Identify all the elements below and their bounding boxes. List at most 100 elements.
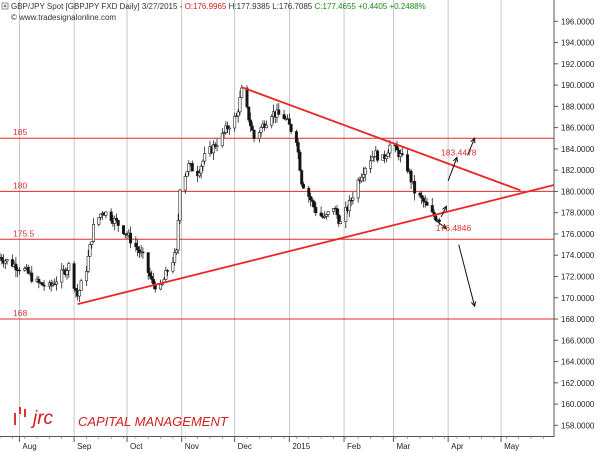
candle-body (65, 270, 69, 275)
candle-body (388, 144, 392, 154)
candle-body (137, 249, 141, 254)
candle-body (314, 206, 318, 214)
y-tick-label: 182.0000 (561, 166, 595, 175)
x-tick-label: Sep (77, 442, 92, 451)
candle-body (134, 242, 138, 248)
chart-header: GBP/JPY Spot [GBPJPY FXD Daily] 3/27/201… (1, 2, 426, 22)
x-tick-label: Mar (396, 442, 410, 451)
candle-body (294, 131, 298, 143)
y-tick-label: 172.0000 (561, 272, 595, 281)
x-tick-label: Nov (185, 442, 199, 451)
price-annotations: 183.4478 176.4846 (436, 147, 477, 233)
header-low: L:176.7085 (272, 2, 313, 11)
candle-body (425, 201, 429, 206)
candle-body (344, 207, 348, 222)
arrow-head (470, 301, 477, 308)
x-tick-label: 2015 (292, 442, 310, 451)
candle-body (227, 127, 231, 130)
candle-body (287, 118, 291, 125)
candle-body (84, 270, 88, 282)
candle-body (324, 214, 328, 217)
candle-body (240, 87, 244, 98)
candle-body (79, 280, 83, 291)
brand-mark: jrc (30, 408, 54, 429)
candle-body (116, 220, 120, 226)
candle-body (351, 197, 355, 201)
candle-body (30, 272, 34, 282)
candle-body (386, 152, 390, 157)
candle-body (176, 220, 180, 251)
candle-body (310, 199, 314, 202)
y-tick-label: 170.0000 (561, 294, 595, 303)
candle-body (250, 125, 254, 131)
candle-body (90, 241, 94, 245)
candle-body (349, 199, 353, 202)
candle-body (347, 199, 351, 211)
chart-plus-icon[interactable] (1, 2, 9, 10)
watermark-text: © www.tradesignalonline.com (11, 13, 116, 22)
candle-body (190, 163, 194, 172)
candle-body (42, 284, 46, 287)
y-tick-label: 190.0000 (561, 81, 595, 90)
x-tick-label: May (504, 442, 519, 451)
candle-body (296, 142, 300, 153)
candle-body (77, 290, 81, 297)
candle-body (136, 246, 140, 251)
candle-body (369, 160, 373, 169)
arrow-shaft (440, 206, 447, 218)
price-annotation: 183.4478 (441, 147, 477, 157)
candle-body (37, 278, 41, 283)
candle-body (423, 201, 427, 203)
candle-body (26, 266, 30, 274)
candle-body (173, 252, 177, 263)
arrow-head (470, 137, 476, 144)
arrow-shaft (458, 244, 476, 307)
candle-body (166, 270, 170, 272)
arrow-head (441, 223, 448, 230)
y-tick-label: 168.0000 (561, 315, 595, 324)
candle-body (17, 269, 21, 272)
candle-body (301, 183, 305, 189)
candle-body (236, 111, 240, 117)
x-tick-label: Dec (238, 442, 252, 451)
price-annotation: 176.4846 (436, 223, 472, 233)
candle-body (361, 174, 365, 178)
y-tick-label: 176.0000 (561, 230, 595, 239)
candle-body (74, 288, 78, 291)
candle-body (114, 217, 118, 221)
candle-body (187, 163, 191, 172)
resistance-trendline (241, 86, 521, 192)
arrow-shaft (447, 157, 458, 181)
candle-body (331, 208, 335, 212)
trendlines (77, 86, 555, 306)
y-tick-label: 162.0000 (561, 379, 595, 388)
candle-body (264, 124, 268, 129)
candle-body (259, 127, 263, 133)
x-tick-label: Feb (347, 442, 361, 451)
candle-body (148, 272, 152, 277)
x-axis: Aug Sep Oct Nov Dec 2015 Feb Mar Apr May (0, 436, 544, 451)
candle-body (151, 279, 155, 285)
candle-body (245, 87, 249, 108)
candle-body (393, 144, 397, 147)
candle-body (257, 132, 261, 139)
candle-body (406, 154, 410, 172)
candle-body (400, 153, 404, 155)
candle-body (312, 201, 316, 208)
y-tick-label: 192.0000 (561, 60, 595, 69)
candle-body (159, 284, 163, 290)
candle-body (67, 263, 71, 272)
candle-body (174, 249, 178, 253)
y-tick-label: 174.0000 (561, 251, 595, 260)
arrow-head (452, 156, 458, 163)
level-label: 175.5 (13, 228, 35, 238)
candle-body (420, 195, 424, 199)
candle-body (129, 232, 133, 244)
candle-body (54, 281, 58, 285)
candle-body (3, 260, 7, 264)
y-tick-label: 158.0000 (561, 421, 595, 430)
candle-body (421, 197, 425, 202)
candle-body (104, 211, 108, 216)
y-tick-label: 186.0000 (561, 124, 595, 133)
candle-body (222, 132, 226, 134)
